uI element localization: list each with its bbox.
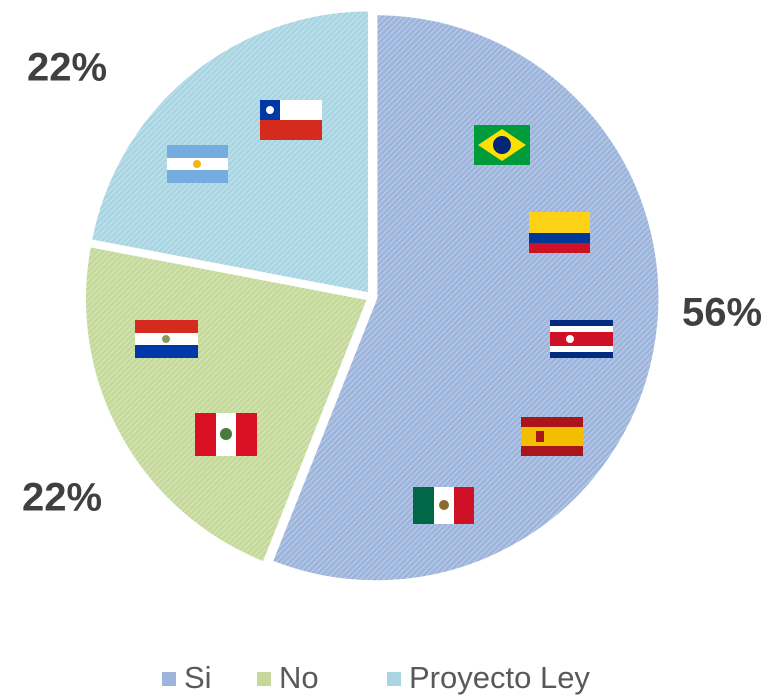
- data-label: 56%: [682, 291, 762, 335]
- legend: Si No Proyecto Ley: [162, 660, 590, 695]
- flag-costa-rica: [550, 320, 613, 358]
- flag-mexico: [413, 487, 474, 524]
- legend-label: Si: [184, 660, 212, 695]
- legend-marker: [387, 672, 401, 686]
- flag-spain: [521, 417, 583, 456]
- flags: [135, 100, 613, 524]
- data-labels: 56% 22% 22%: [22, 46, 762, 520]
- flag-chile: [260, 100, 322, 140]
- flag-peru: [195, 413, 257, 456]
- legend-label: No: [279, 660, 319, 695]
- pie: [83, 8, 662, 584]
- flag-argentina: [167, 145, 228, 183]
- flag-paraguay: [135, 320, 198, 358]
- flag-colombia: [529, 212, 590, 253]
- legend-marker: [162, 672, 176, 686]
- pie-slice: [88, 8, 371, 296]
- flag-brazil: [474, 125, 530, 165]
- data-label: 22%: [27, 46, 107, 90]
- legend-label: Proyecto Ley: [409, 660, 590, 695]
- data-label: 22%: [22, 476, 102, 520]
- legend-marker: [257, 672, 271, 686]
